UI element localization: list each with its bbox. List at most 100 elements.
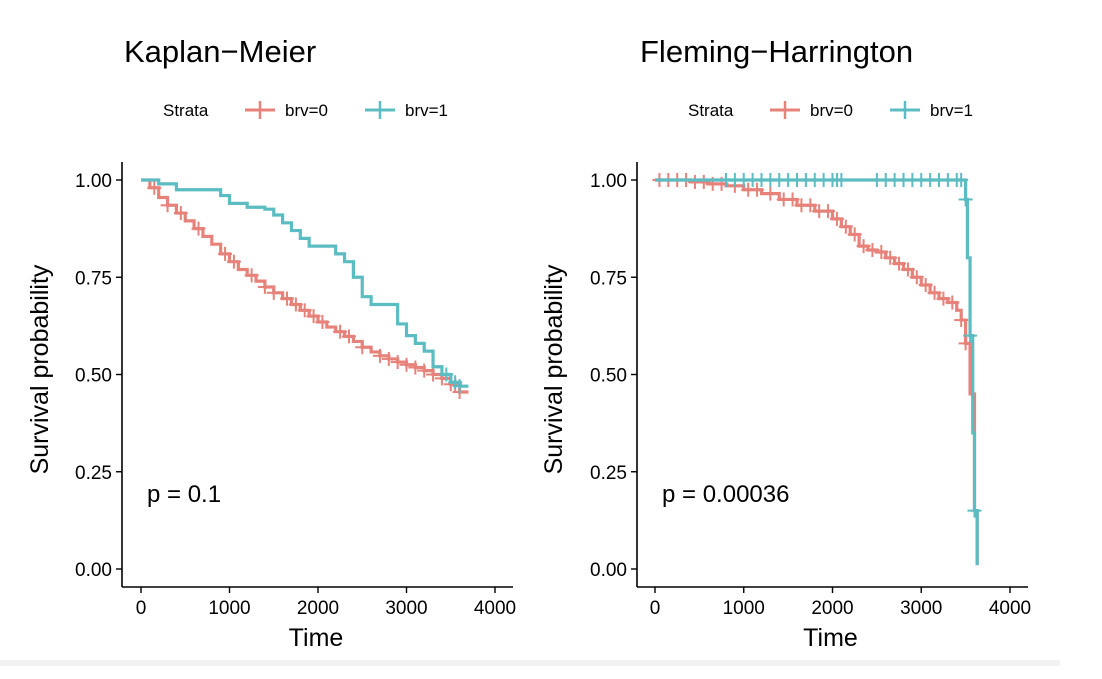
- censor-mark: [883, 250, 898, 265]
- censor-mark: [696, 174, 711, 189]
- y-tick-label: 0.25: [590, 463, 627, 484]
- chart-panel-1: Kaplan−Meier Strata brv=0 brv=1 0.00 0.25 0.50…: [26, 34, 516, 652]
- censor-mark: [954, 313, 969, 328]
- y-tick-label: 0.50: [590, 366, 627, 387]
- censor-mark: [288, 297, 303, 312]
- legend-title: Strata: [688, 101, 734, 120]
- x-tick-label: 1000: [208, 598, 250, 619]
- legend-label-2: brv=1: [405, 101, 448, 120]
- y-tick-label: 0.00: [590, 560, 627, 581]
- chart-panel-2: Fleming−Harrington Strata brv=0 brv=1 0.00 0.…: [540, 34, 1031, 652]
- censor-mark: [399, 357, 414, 372]
- series-brv=0: [652, 173, 979, 566]
- x-axis-label: Time: [803, 624, 858, 652]
- y-axis-label: Survival probability: [26, 264, 54, 474]
- censor-mark: [834, 173, 849, 187]
- censor-mark: [160, 198, 175, 213]
- censor-mark: [803, 198, 818, 213]
- censor-mark: [280, 291, 295, 306]
- censor-mark: [909, 270, 924, 285]
- x-tick-label: 4000: [989, 598, 1031, 619]
- series-line: [141, 178, 469, 388]
- legend: Strata brv=0 brv=1: [688, 101, 973, 120]
- censor-mark: [838, 219, 853, 234]
- censor-mark: [226, 254, 241, 269]
- censor-mark: [417, 363, 432, 378]
- censor-mark: [297, 303, 312, 318]
- censor-mark: [945, 295, 960, 310]
- censor-mark: [390, 355, 405, 370]
- x-axis-label: Time: [289, 624, 344, 652]
- x-tick-label: 1000: [723, 598, 765, 619]
- y-tick-label: 0.50: [75, 366, 112, 387]
- chart-title: Fleming−Harrington: [640, 34, 913, 69]
- censor-mark: [927, 285, 942, 300]
- series-brv=1: [141, 178, 469, 394]
- censor-mark: [963, 328, 978, 343]
- legend-key-1: [770, 101, 800, 119]
- x-tick-label: 2000: [297, 598, 339, 619]
- censor-mark: [918, 278, 933, 293]
- censor-mark: [191, 221, 206, 236]
- censor-mark: [218, 246, 233, 261]
- y-tick-label: 1.00: [75, 171, 112, 192]
- bottom-strip: [0, 660, 1060, 666]
- censor-mark: [954, 173, 969, 187]
- y-tick-label: 0.00: [75, 560, 112, 581]
- x-tick-label: 4000: [474, 598, 516, 619]
- censor-mark: [341, 329, 356, 344]
- legend-key-2: [890, 101, 920, 119]
- censor-mark: [865, 243, 880, 258]
- censor-mark: [856, 239, 871, 254]
- y-tick-label: 0.75: [590, 268, 627, 289]
- censor-mark: [408, 360, 423, 375]
- censor-mark: [936, 291, 951, 306]
- y-tick-label: 0.25: [75, 463, 112, 484]
- x-tick-label: 3000: [900, 598, 942, 619]
- legend-label-1: brv=0: [810, 101, 853, 120]
- y-tick-label: 0.75: [75, 268, 112, 289]
- censor-mark: [381, 351, 396, 366]
- series-brv=1: [655, 173, 982, 566]
- censor-mark: [847, 227, 862, 242]
- censor-mark: [900, 262, 915, 277]
- censor-mark: [829, 211, 844, 226]
- censor-mark: [306, 309, 321, 324]
- censor-mark: [958, 192, 973, 207]
- x-tick-label: 2000: [811, 598, 853, 619]
- legend-key-1: [245, 101, 275, 119]
- censor-mark: [372, 348, 387, 363]
- legend-label-2: brv=1: [930, 101, 973, 120]
- censor-mark: [874, 244, 889, 259]
- censor-mark: [967, 503, 982, 518]
- series-line: [141, 178, 469, 394]
- censor-mark: [333, 324, 348, 339]
- censor-mark: [452, 379, 467, 394]
- censor-mark: [439, 367, 454, 382]
- x-tick-label: 3000: [385, 598, 427, 619]
- x-tick-label: 0: [650, 598, 661, 619]
- censor-mark: [892, 256, 907, 271]
- censor-mark: [821, 204, 836, 219]
- p-value-annotation: p = 0.00036: [662, 481, 789, 508]
- censor-mark: [763, 186, 778, 201]
- censor-mark: [315, 314, 330, 329]
- legend-label-1: brv=0: [285, 101, 328, 120]
- censor-mark: [958, 336, 973, 351]
- legend-key-2: [365, 101, 395, 119]
- censor-mark: [147, 180, 162, 195]
- legend-title: Strata: [163, 101, 209, 120]
- censor-mark: [750, 182, 765, 197]
- censor-mark: [266, 285, 281, 300]
- y-tick-label: 1.00: [590, 171, 627, 192]
- legend: Strata brv=0 brv=1: [163, 101, 448, 120]
- censor-mark: [355, 340, 370, 355]
- x-tick-label: 0: [136, 598, 147, 619]
- p-value-annotation: p = 0.1: [147, 481, 221, 508]
- censor-mark: [257, 279, 272, 294]
- y-axis-label: Survival probability: [540, 264, 568, 474]
- censor-mark: [173, 206, 188, 221]
- censor-mark: [426, 367, 441, 382]
